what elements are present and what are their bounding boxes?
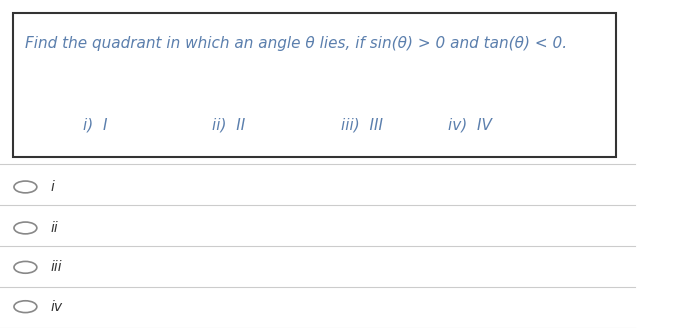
Text: Find the quadrant in which an angle θ lies, if sin(θ) > 0 and tan(θ) < 0.: Find the quadrant in which an angle θ li… (26, 36, 568, 51)
FancyBboxPatch shape (13, 13, 616, 157)
Text: ii)  II: ii) II (212, 117, 245, 132)
Text: iv: iv (51, 300, 63, 314)
Text: i: i (51, 180, 55, 194)
Text: iii: iii (51, 260, 62, 274)
Text: i)  I: i) I (83, 117, 107, 132)
Text: iv)  IV: iv) IV (448, 117, 492, 132)
Text: ii: ii (51, 221, 59, 235)
Text: iii)  III: iii) III (341, 117, 383, 132)
